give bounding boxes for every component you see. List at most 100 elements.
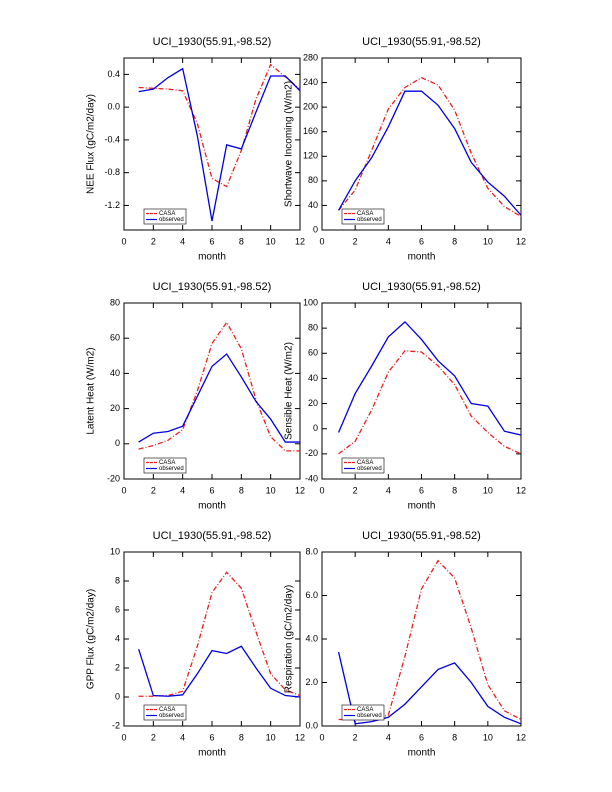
y-tick-label: 40 xyxy=(308,373,318,383)
plot-frame xyxy=(123,302,301,480)
legend-label: CASA xyxy=(357,460,373,466)
chart-title: UCI_1930(55.91,-98.52) xyxy=(362,36,481,48)
y-tick-label: 120 xyxy=(303,151,318,161)
chart-title: UCI_1930(55.91,-98.52) xyxy=(153,281,272,293)
chart-title: UCI_1930(55.91,-98.52) xyxy=(153,530,272,542)
chart-title: UCI_1930(55.91,-98.52) xyxy=(362,281,481,293)
y-tick-label: 6 xyxy=(115,604,120,614)
x-tick-label: 4 xyxy=(386,236,391,246)
x-tick-label: 0 xyxy=(121,236,126,246)
x-tick-label: 8 xyxy=(452,485,457,495)
y-tick-label: 280 xyxy=(303,52,318,62)
x-tick-label: 12 xyxy=(516,236,526,246)
y-tick-label: 0 xyxy=(313,423,318,433)
series-line xyxy=(338,350,522,455)
legend-label: CASA xyxy=(159,707,175,713)
y-tick-label: -20 xyxy=(107,473,120,483)
panel: 0 2 4 6 8 10 1204080120160200240280UCI_1930(55… xyxy=(284,36,526,263)
plot-frame xyxy=(321,302,522,480)
y-tick-label: 8.0 xyxy=(305,546,318,556)
panel: 0 2 4 6 8 10 12-20246810UCI_1930(55.91,-98.52)… xyxy=(86,530,305,759)
x-tick-label: 10 xyxy=(483,485,493,495)
x-tick-label: 6 xyxy=(419,732,424,742)
panel: 0 2 4 6 8 10 12 0.4 0.0 -0.4 -0.8 -1.2 UCI_1930(55.9… xyxy=(86,36,305,263)
x-tick-label: 4 xyxy=(386,732,391,742)
y-tick-label: 0.0 xyxy=(107,102,120,112)
y-tick-label: 80 xyxy=(308,323,318,333)
legend-label: observed xyxy=(159,217,184,223)
series-line xyxy=(138,571,301,697)
panel: 0 2 4 6 8 10 120.02.04.06.08.0UCI_1930(55.91,-… xyxy=(284,530,526,759)
series-line xyxy=(338,559,522,721)
chart-title: UCI_1930(55.91,-98.52) xyxy=(153,36,272,48)
x-tick-label: 6 xyxy=(209,732,214,742)
x-tick-label: 10 xyxy=(483,732,493,742)
y-tick-label: -2 xyxy=(112,720,120,730)
legend-box xyxy=(143,457,187,474)
y-tick-label: 200 xyxy=(303,102,318,112)
series-line xyxy=(138,321,300,452)
legend-label: observed xyxy=(357,217,382,223)
series-line xyxy=(138,63,301,188)
panel: 0 2 4 6 8 10 12-20020406080UCI_1930(55.91,-98.… xyxy=(86,281,305,512)
y-axis-label: GPP Flux (gC/m2/day) xyxy=(86,589,97,689)
legend-box xyxy=(143,704,187,721)
x-tick-label: 8 xyxy=(239,485,244,495)
y-tick-label: 4.0 xyxy=(305,633,318,643)
x-tick-label: 10 xyxy=(483,236,493,246)
panel: 0 2 4 6 8 10 12-40-20020406080100UCI_1930(55.9… xyxy=(284,281,526,512)
y-tick-label: -20 xyxy=(305,448,318,458)
y-tick-label: 80 xyxy=(308,175,318,185)
x-tick-label: 0 xyxy=(319,236,324,246)
x-axis-label: month xyxy=(408,748,436,759)
y-tick-label: 40 xyxy=(308,200,318,210)
series-line xyxy=(337,320,522,436)
x-tick-label: 10 xyxy=(266,732,276,742)
y-tick-label: 10 xyxy=(110,546,120,556)
y-tick-label: 60 xyxy=(308,348,318,358)
x-tick-label: 12 xyxy=(516,732,526,742)
y-tick-label: 2 xyxy=(115,662,120,672)
x-tick-label: 8 xyxy=(452,236,457,246)
y-axis-label: Latent Heat (W/m2) xyxy=(86,347,97,434)
legend-box xyxy=(341,457,385,474)
x-tick-label: 4 xyxy=(386,485,391,495)
legend-box xyxy=(341,704,385,721)
x-tick-label: 10 xyxy=(266,236,276,246)
series-line xyxy=(338,90,522,216)
y-tick-label: -1.2 xyxy=(104,200,120,210)
x-tick-label: 2 xyxy=(151,732,156,742)
y-tick-label: 20 xyxy=(308,398,318,408)
plot-frame xyxy=(321,551,522,727)
y-axis-label: Shortwave Incoming (W/m2) xyxy=(284,81,295,207)
x-tick-label: 8 xyxy=(239,236,244,246)
chart-title: UCI_1930(55.91,-98.52) xyxy=(362,530,481,542)
x-tick-label: 6 xyxy=(209,485,214,495)
x-tick-label: 6 xyxy=(419,236,424,246)
series-line xyxy=(138,353,300,443)
y-tick-label: 6.0 xyxy=(305,590,318,600)
x-tick-label: 12 xyxy=(295,485,305,495)
legend-label: observed xyxy=(357,466,382,472)
legend-box xyxy=(143,208,187,225)
x-tick-label: 8 xyxy=(239,732,244,742)
y-tick-label: -0.8 xyxy=(104,167,120,177)
series-line xyxy=(338,76,522,218)
y-axis-label: NEE Flux (gC/m2/day) xyxy=(86,94,97,194)
legend-label: observed xyxy=(357,713,382,719)
plot-frame xyxy=(123,57,301,231)
y-tick-label: 80 xyxy=(110,297,120,307)
x-tick-label: 2 xyxy=(353,485,358,495)
legend-label: CASA xyxy=(159,460,175,466)
legend-label: CASA xyxy=(357,707,373,713)
legend-box xyxy=(341,208,385,225)
x-tick-label: 4 xyxy=(180,236,185,246)
y-tick-label: 0 xyxy=(313,224,318,234)
x-tick-label: 2 xyxy=(353,732,358,742)
x-axis-label: month xyxy=(198,748,226,759)
x-tick-label: 2 xyxy=(151,236,156,246)
y-tick-label: 40 xyxy=(110,368,120,378)
y-tick-label: -0.4 xyxy=(104,134,120,144)
x-tick-label: 4 xyxy=(180,485,185,495)
